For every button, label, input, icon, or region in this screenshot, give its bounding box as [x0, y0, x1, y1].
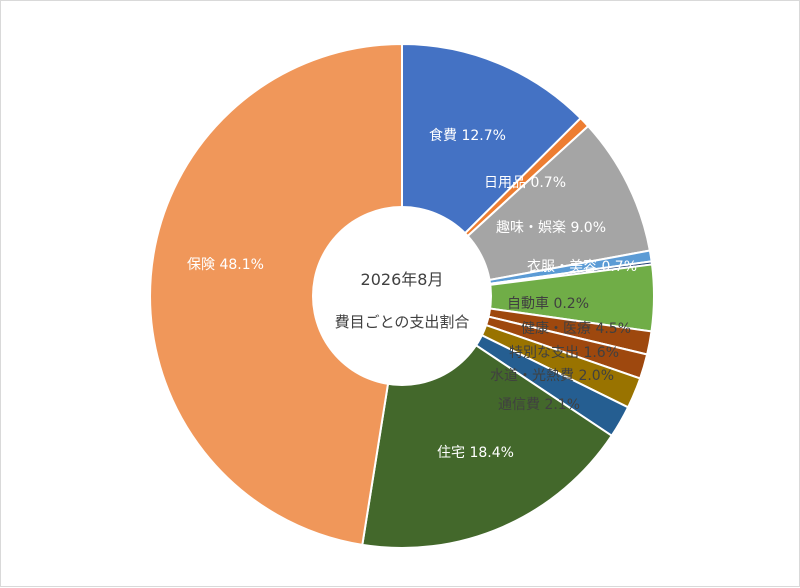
slice-12: [149, 42, 403, 546]
slice-label-11: 住宅 18.4%: [437, 445, 514, 461]
slice-label-7: 健康・医療 4.5%: [521, 320, 631, 337]
slice-label-8: 特別な支出 1.6%: [509, 345, 619, 361]
slice-label-2: 日用品 0.7%: [484, 175, 566, 191]
chart-subtitle: 費目ごとの支出割合: [335, 313, 470, 331]
slice-label-10: 通信費 2.1%: [498, 397, 580, 413]
slice-label-4: 衣服・美容 0.7%: [527, 258, 637, 275]
slice-label-9: 水道・光熱費 2.0%: [490, 368, 614, 384]
slice-label-12: 保険 48.1%: [187, 257, 264, 273]
slice-label-3: 趣味・娯楽 9.0%: [496, 220, 606, 236]
slice-label-1: 食費 12.7%: [429, 127, 506, 144]
slice-labels: 食費 12.7% 日用品 0.7% 趣味・娯楽 9.0% 衣服・美容 0.7% 自動車 …: [187, 127, 637, 461]
chart-title: 2026年8月: [361, 270, 444, 289]
donut-hole: [312, 206, 492, 386]
slice-label-5: 自動車 0.2%: [507, 295, 589, 312]
